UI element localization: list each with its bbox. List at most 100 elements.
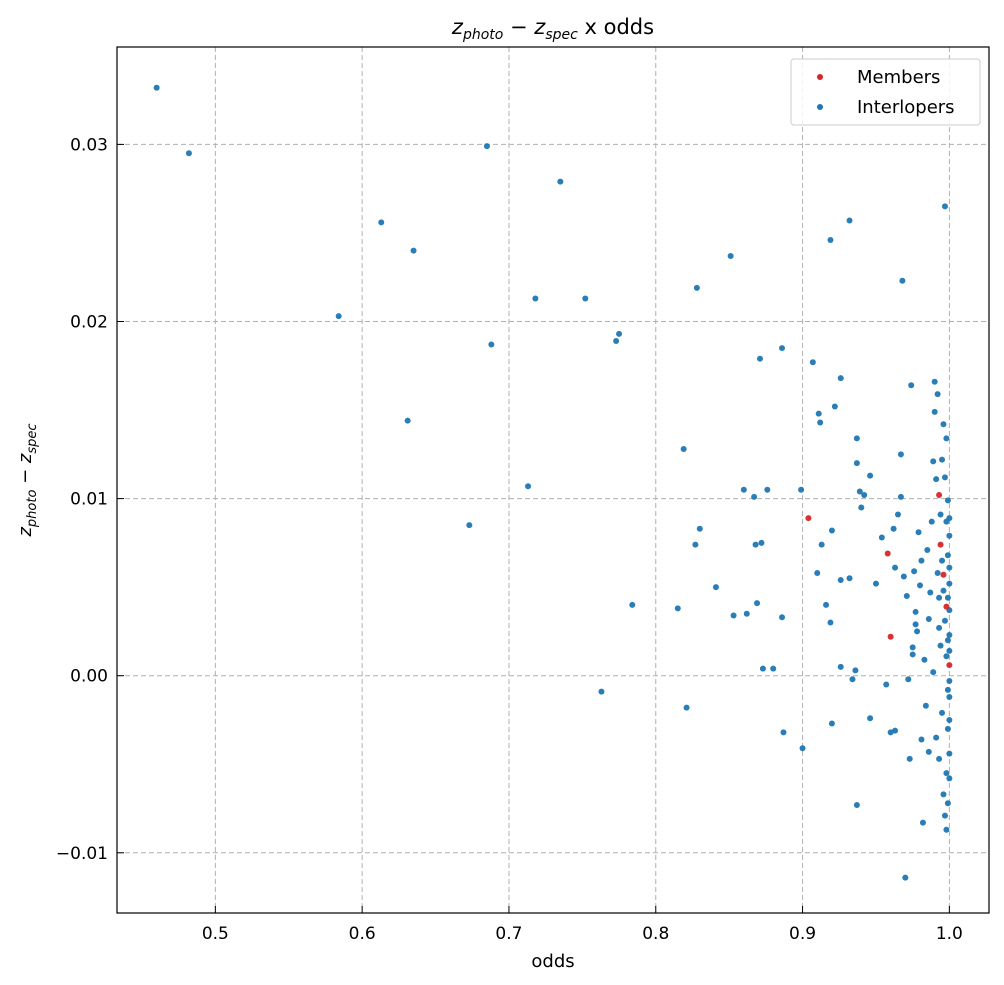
legend-box [790, 58, 981, 126]
interlopers-point [919, 819, 926, 826]
interlopers-point [909, 651, 916, 658]
interlopers-point [946, 716, 953, 723]
interlopers-point [922, 702, 929, 709]
members-point [887, 633, 894, 640]
interlopers-point [683, 704, 690, 711]
interlopers-point [940, 791, 947, 798]
interlopers-point [828, 527, 835, 534]
interlopers-point [946, 631, 953, 638]
interlopers-point [914, 628, 921, 635]
interlopers-point [944, 552, 951, 559]
interlopers-point [532, 295, 539, 302]
interlopers-point [921, 656, 928, 663]
legend-marker-members [817, 74, 823, 80]
interlopers-point [897, 451, 904, 458]
interlopers-point [946, 515, 953, 522]
interlopers-point [944, 497, 951, 504]
interlopers-point [779, 614, 786, 621]
interlopers-point [912, 608, 919, 615]
interlopers-point [849, 676, 856, 683]
interlopers-point [809, 359, 816, 366]
interlopers-point [404, 417, 411, 424]
members-point [936, 492, 943, 499]
interlopers-point [410, 247, 417, 254]
interlopers-point [941, 474, 948, 481]
interlopers-point [837, 663, 844, 670]
interlopers-point [924, 546, 931, 553]
gridlines [117, 47, 989, 913]
interlopers-point [941, 812, 948, 819]
interlopers-point [823, 601, 830, 608]
interlopers-point [185, 150, 192, 157]
legend: Members Interlopers [790, 58, 981, 126]
interlopers-point [911, 568, 918, 575]
interlopers-point [740, 486, 747, 493]
interlopers-point [925, 748, 932, 755]
interlopers-point [712, 584, 719, 591]
interlopers-point [861, 492, 868, 499]
y-axis-ticks: −0.01 0.00 0.01 0.02 0.03 [56, 135, 124, 864]
interlopers-point [764, 486, 771, 493]
interlopers-point [817, 419, 824, 426]
interlopers-point [912, 621, 919, 628]
interlopers-point [928, 518, 935, 525]
interlopers-point [827, 237, 834, 244]
interlopers-point [815, 410, 822, 417]
interlopers-point [927, 589, 934, 596]
interlopers-point [837, 375, 844, 382]
interlopers-point [798, 486, 805, 493]
interlopers-point [944, 800, 951, 807]
x-tick-label: 0.9 [789, 924, 816, 944]
interlopers-point [488, 341, 495, 348]
interlopers-point [335, 313, 342, 320]
interlopers-point [930, 669, 937, 676]
interlopers-point [917, 582, 924, 589]
interlopers-point [943, 435, 950, 442]
interlopers-point [754, 600, 761, 607]
y-tick-label: 0.03 [70, 135, 108, 155]
interlopers-point [693, 284, 700, 291]
interlopers-point [557, 178, 564, 185]
legend-label-interlopers: Interlopers [857, 97, 955, 118]
interlopers-point [837, 577, 844, 584]
interlopers-point [730, 612, 737, 619]
interlopers-point [946, 580, 953, 587]
interlopers-point [153, 84, 160, 91]
interlopers-point [827, 619, 834, 626]
interlopers-point [613, 337, 620, 344]
interlopers-point [770, 665, 777, 672]
members-point [805, 515, 812, 522]
interlopers-point [890, 525, 897, 532]
interlopers-point [939, 557, 946, 564]
interlopers-point [867, 715, 874, 722]
y-tick-label: 0.00 [70, 667, 108, 687]
interlopers-point [758, 539, 765, 546]
x-tick-label: 0.5 [202, 924, 229, 944]
interlopers-point [944, 686, 951, 693]
interlopers-point [780, 729, 787, 736]
interlopers-point [939, 709, 946, 716]
interlopers-point [936, 624, 943, 631]
y-axis-label: zphoto − zspec [15, 423, 40, 537]
interlopers-point [727, 252, 734, 259]
interlopers-point [696, 525, 703, 532]
interlopers-point [897, 493, 904, 500]
interlopers-point [856, 488, 863, 495]
interlopers-point [674, 605, 681, 612]
interlopers-point [944, 725, 951, 732]
interlopers-point [903, 592, 910, 599]
y-tick-label: −0.01 [56, 844, 108, 864]
interlopers-point [582, 295, 589, 302]
data-points [153, 84, 953, 881]
interlopers-point [936, 594, 943, 601]
interlopers-point [900, 573, 907, 580]
interlopers-point [940, 421, 947, 428]
y-tick-label: 0.02 [70, 312, 108, 332]
interlopers-point [846, 217, 853, 224]
interlopers-point [939, 456, 946, 463]
interlopers-point [818, 541, 825, 548]
interlopers-point [483, 143, 490, 150]
interlopers-point [946, 647, 953, 654]
